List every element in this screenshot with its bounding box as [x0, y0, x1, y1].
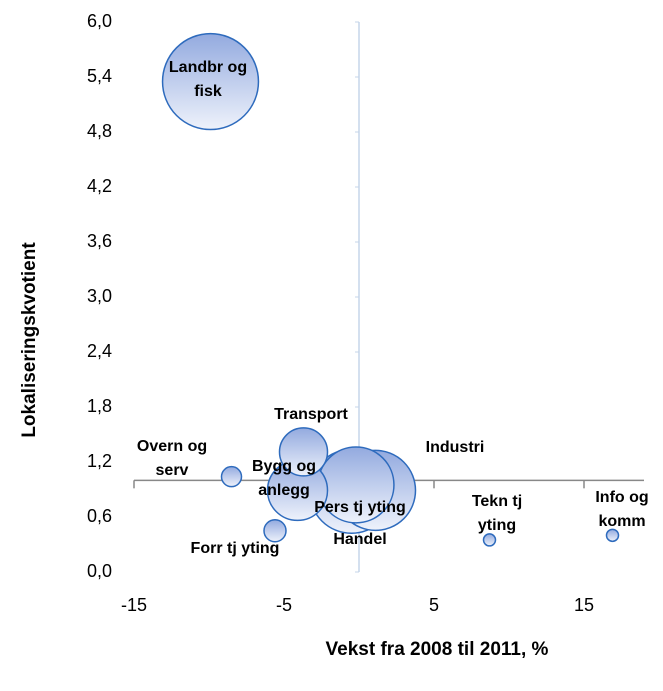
- y-tick-label: 3,0: [87, 286, 112, 306]
- bubble-label: Industri: [426, 439, 485, 456]
- x-tick-label: -5: [276, 595, 292, 615]
- y-tick-label: 0,0: [87, 561, 112, 581]
- bubble: [605, 528, 620, 543]
- y-tick-label: 0,6: [87, 506, 112, 526]
- y-tick-label: 1,2: [87, 451, 112, 471]
- y-tick-label: 4,8: [87, 121, 112, 141]
- label-line: Pers tj yting: [314, 499, 406, 516]
- bubble-label: Bygg og anlegg: [252, 458, 316, 499]
- y-tick-label: 2,4: [87, 341, 112, 361]
- x-axis-title: Vekst fra 2008 til 2011, %: [326, 639, 549, 660]
- label-line: serv: [156, 462, 189, 479]
- label-line: Info og: [595, 489, 648, 506]
- bubble: [263, 519, 287, 543]
- label-line: Transport: [274, 406, 348, 423]
- label-line: Forr tj yting: [191, 540, 280, 557]
- x-tick-label: -15: [121, 595, 147, 615]
- bubble: [482, 533, 497, 547]
- bubble-label: Handel: [333, 531, 386, 548]
- label-line: Landbr og: [169, 59, 247, 76]
- y-tick-label: 5,4: [87, 66, 112, 86]
- bubble-label: Forr tj yting: [191, 540, 280, 557]
- bubble-label: Tekn tj yting: [472, 493, 522, 534]
- label-line: Handel: [333, 531, 386, 548]
- bubble-label: Landbr og fisk: [169, 59, 247, 100]
- label-line: komm: [598, 513, 645, 530]
- label-line: Bygg og: [252, 458, 316, 475]
- y-tick-label: 6,0: [87, 11, 112, 31]
- label-line: anlegg: [258, 482, 310, 499]
- bubble: [220, 465, 243, 488]
- y-tick-label: 3,6: [87, 231, 112, 251]
- y-tick-label: 4,2: [87, 176, 112, 196]
- bubble: [278, 427, 329, 477]
- y-tick-label: 1,8: [87, 396, 112, 416]
- bubble-label: Transport: [274, 406, 348, 423]
- label-line: fisk: [194, 83, 222, 100]
- bubble: [161, 32, 260, 131]
- y-axis-title: Lokaliseringskvotient: [19, 242, 40, 438]
- label-line: Industri: [426, 439, 485, 456]
- x-tick-label: 5: [429, 595, 439, 615]
- bubble-label: Overn og serv: [137, 438, 207, 479]
- bubble-label: Info og komm: [595, 489, 648, 530]
- label-line: Overn og: [137, 438, 207, 455]
- label-line: Tekn tj: [472, 493, 522, 510]
- label-line: yting: [478, 517, 516, 534]
- bubble-label: Pers tj yting: [314, 499, 406, 516]
- x-tick-label: 15: [574, 595, 594, 615]
